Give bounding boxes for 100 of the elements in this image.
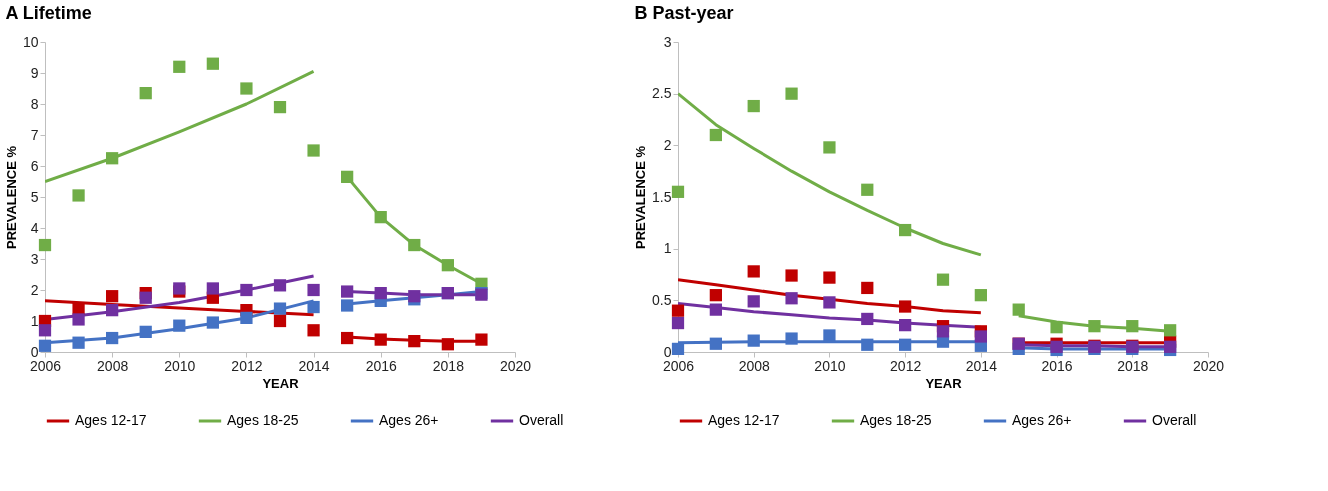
y-tick-label: 2 <box>30 281 39 298</box>
point <box>106 290 119 303</box>
chart-title: B Past-year <box>634 3 734 23</box>
x-tick-label: 2016 <box>365 357 397 374</box>
y-tick-label: 8 <box>30 95 39 112</box>
x-tick-label: 2014 <box>965 357 998 374</box>
point <box>671 316 685 330</box>
point <box>240 311 253 325</box>
point <box>273 100 287 114</box>
x-tick-label: 2008 <box>738 357 770 374</box>
point <box>823 271 836 284</box>
point <box>273 302 287 315</box>
y-tick-label: 1 <box>663 240 672 257</box>
point <box>441 259 454 272</box>
legend-label: Overall <box>519 412 564 428</box>
y-tick-label: 10 <box>22 33 39 50</box>
point <box>785 87 798 100</box>
point <box>173 319 186 332</box>
point <box>408 238 421 252</box>
x-tick-label: 2014 <box>298 357 330 374</box>
point <box>273 314 287 328</box>
legend-label: Ages 18-25 <box>227 412 299 428</box>
legend-label: Ages 26+ <box>1012 412 1072 428</box>
y-tick-label: 0 <box>30 343 39 360</box>
point <box>38 339 52 352</box>
chart-title: A Lifetime <box>5 3 92 23</box>
point <box>785 292 798 305</box>
y-tick-label: 7 <box>30 126 39 143</box>
point <box>671 185 685 198</box>
point <box>307 300 320 314</box>
point <box>206 316 219 329</box>
point <box>139 325 152 338</box>
x-tick-label: 2018 <box>1117 357 1149 374</box>
x-tick-label: 2012 <box>890 357 922 374</box>
point <box>861 338 874 351</box>
point <box>106 152 119 165</box>
point <box>823 329 836 342</box>
point <box>72 313 85 326</box>
point <box>1126 320 1139 333</box>
point <box>38 324 52 337</box>
point <box>106 304 119 317</box>
x-axis-title: YEAR <box>262 375 300 391</box>
point <box>341 170 354 183</box>
point <box>408 335 421 348</box>
x-tick-label: 2010 <box>814 357 846 374</box>
x-tick-label: 2010 <box>164 357 196 374</box>
point <box>709 337 722 350</box>
point <box>747 334 760 347</box>
y-tick-label: 3 <box>30 250 39 267</box>
point <box>747 265 760 278</box>
point <box>1088 320 1101 333</box>
point <box>1012 303 1025 316</box>
point <box>240 283 253 297</box>
point <box>307 144 320 157</box>
point <box>475 333 488 346</box>
y-tick-label: 2.5 <box>652 85 672 102</box>
point <box>747 295 760 308</box>
y-tick-label: 1.5 <box>652 188 672 205</box>
point <box>106 331 119 345</box>
point <box>72 336 85 349</box>
x-tick-label: 2016 <box>1041 357 1073 374</box>
x-tick-label: 2018 <box>432 357 465 374</box>
point <box>861 281 874 295</box>
point <box>1050 321 1063 334</box>
line-series <box>678 278 983 315</box>
x-tick-label: 2006 <box>662 357 695 374</box>
point <box>206 282 219 295</box>
point <box>936 325 950 338</box>
y-tick-label: 4 <box>30 219 39 236</box>
y-tick-label: 6 <box>30 157 39 174</box>
point <box>173 60 186 73</box>
point <box>899 223 912 237</box>
y-tick-label: 0 <box>663 343 672 360</box>
point <box>899 319 912 332</box>
legend-label: Ages 18-25 <box>860 412 932 428</box>
point <box>341 299 354 312</box>
y-tick-label: 0.5 <box>652 291 672 308</box>
point <box>974 330 987 343</box>
y-tick-label: 5 <box>30 188 39 205</box>
point <box>374 286 387 300</box>
legend-label: Ages 12-17 <box>708 412 780 428</box>
y-tick-label: 1 <box>30 312 39 329</box>
line-series <box>678 92 983 257</box>
point <box>974 289 987 302</box>
point <box>709 128 722 142</box>
point <box>671 342 685 356</box>
point <box>785 332 798 345</box>
x-tick-label: 2012 <box>231 357 263 374</box>
point <box>899 338 912 351</box>
point <box>1164 324 1177 337</box>
y-tick-label: 3 <box>663 33 672 50</box>
point <box>38 238 52 252</box>
point <box>861 183 874 196</box>
point <box>139 87 152 100</box>
y-tick-label: 2 <box>663 136 672 153</box>
y-tick-label: 9 <box>30 64 39 81</box>
x-tick-label: 2006 <box>29 357 62 374</box>
point <box>307 324 320 337</box>
point <box>861 312 874 326</box>
point <box>139 291 152 304</box>
